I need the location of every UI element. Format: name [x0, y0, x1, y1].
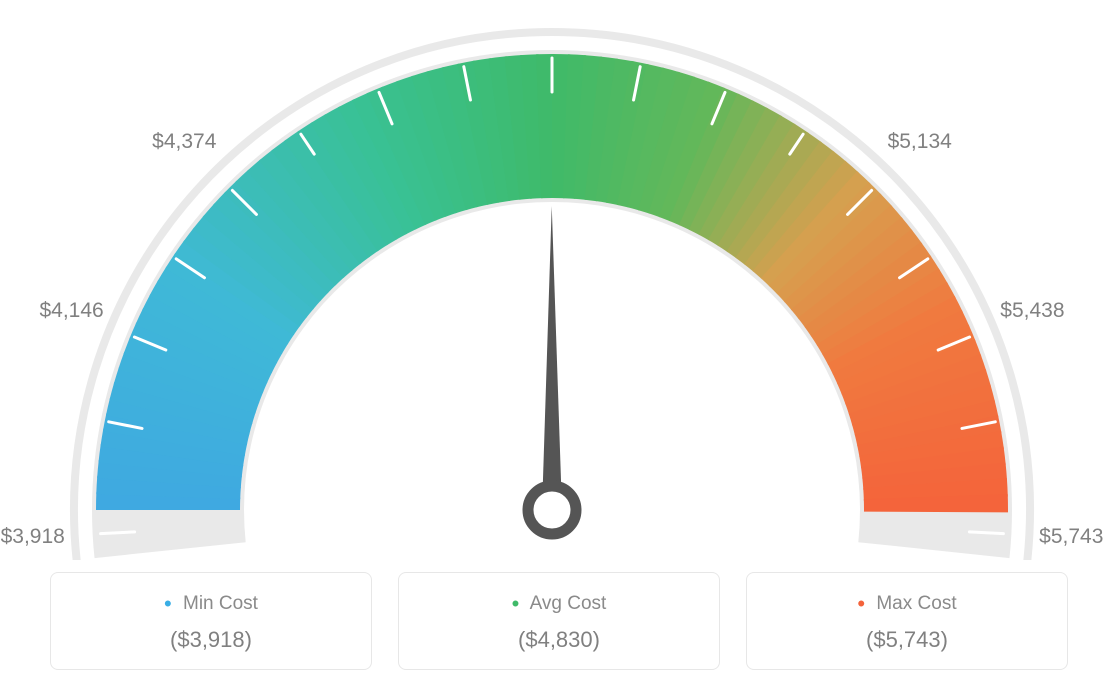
min-cost-value: ($3,918): [61, 627, 361, 653]
tick-label: $5,438: [1000, 299, 1064, 323]
dot-icon: •: [512, 591, 520, 616]
max-cost-label: Max Cost: [876, 593, 956, 614]
min-cost-card: • Min Cost ($3,918): [50, 572, 372, 670]
avg-cost-card: • Avg Cost ($4,830): [398, 572, 720, 670]
gauge-chart: $3,918 $4,146 $4,374 $4,830 $5,134 $5,438 $5,7…: [0, 0, 1104, 560]
dot-icon: •: [164, 591, 172, 616]
max-cost-label-row: • Max Cost: [757, 591, 1057, 617]
avg-cost-label: Avg Cost: [530, 593, 607, 614]
tick-label: $5,743: [1039, 525, 1103, 549]
max-cost-card: • Max Cost ($5,743): [746, 572, 1068, 670]
tick-label: $4,830: [520, 0, 584, 2]
chart-wrap: $3,918 $4,146 $4,374 $4,830 $5,134 $5,438 $5,7…: [0, 0, 1104, 690]
tick-label: $3,918: [1, 525, 65, 549]
min-cost-label: Min Cost: [183, 593, 258, 614]
max-cost-value: ($5,743): [757, 627, 1057, 653]
tick-label: $4,146: [39, 299, 103, 323]
tick-label: $5,134: [888, 130, 952, 154]
summary-cards: • Min Cost ($3,918) • Avg Cost ($4,830) …: [50, 572, 1068, 670]
gauge-svg: [0, 0, 1104, 560]
dot-icon: •: [857, 591, 865, 616]
avg-cost-label-row: • Avg Cost: [409, 591, 709, 617]
avg-cost-value: ($4,830): [409, 627, 709, 653]
tick-label: $4,374: [152, 130, 216, 154]
min-cost-label-row: • Min Cost: [61, 591, 361, 617]
